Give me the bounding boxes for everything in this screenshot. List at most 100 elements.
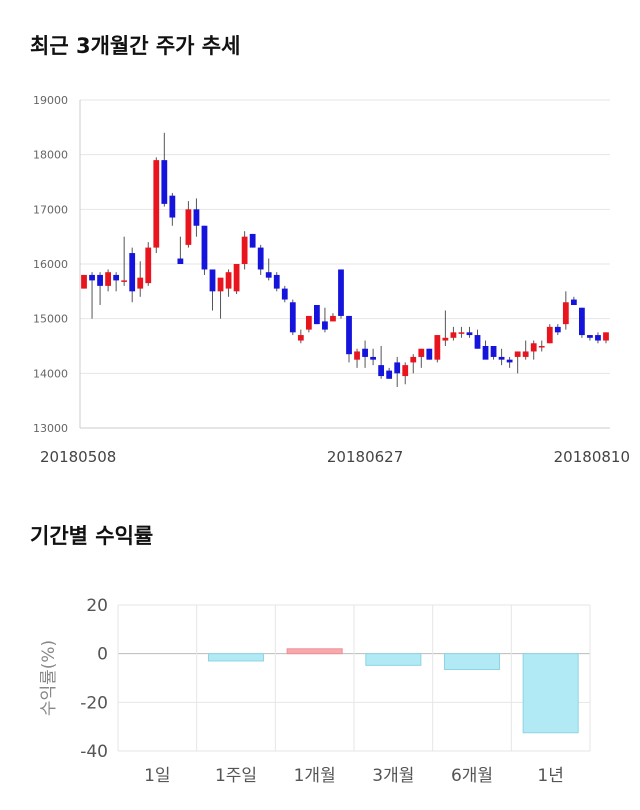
candle-body <box>450 332 457 338</box>
returns-labels: 20 0 -20 -40 1일 1주일 1개월 3개월 6개월 1년 수익률(%) <box>39 596 564 786</box>
price-tick-label: 13000 <box>33 422 68 435</box>
candle-body <box>386 370 393 379</box>
candle-body <box>169 195 176 218</box>
candle-body <box>434 335 441 360</box>
price-tick-label: 16000 <box>33 258 68 271</box>
candle-body <box>595 335 601 341</box>
candle-body <box>137 277 144 289</box>
returns-category-label: 1주일 <box>215 766 257 786</box>
candle-body <box>354 351 360 360</box>
candle-body <box>153 160 160 248</box>
candle-body <box>346 315 352 355</box>
candle-body <box>426 348 433 360</box>
returns-bar <box>522 653 579 734</box>
candle-body <box>546 326 553 344</box>
candle-body <box>490 346 497 357</box>
candle-body <box>89 274 95 281</box>
returns-category-label: 1년 <box>537 766 563 786</box>
returns-title: 기간별 수익률 <box>30 524 154 548</box>
returns-tick-label: -40 <box>80 742 108 762</box>
candle-body <box>506 359 513 363</box>
candle-body <box>498 356 505 360</box>
candlestick-chart: 13000 14000 15000 16000 17000 18000 19000 2018… <box>33 94 630 466</box>
price-candles <box>81 132 609 387</box>
candle-body <box>587 335 593 338</box>
candle-body <box>330 315 336 322</box>
price-tick-label: 19000 <box>33 94 68 107</box>
candle-body <box>257 247 264 270</box>
candle-body <box>233 264 240 292</box>
candle-body <box>322 321 328 330</box>
candle-body <box>121 280 128 282</box>
returns-category-label: 3개월 <box>372 766 414 786</box>
candle-body <box>129 253 136 292</box>
candle-body <box>402 365 409 377</box>
returns-y-axis-label: 수익률(%) <box>39 640 59 716</box>
candle-body <box>177 258 184 264</box>
candle-body <box>514 351 521 357</box>
candle-body <box>217 277 224 292</box>
candle-body <box>530 343 537 352</box>
candle-body <box>249 233 256 248</box>
candle-body <box>458 332 465 334</box>
candle-body <box>482 346 489 360</box>
returns-tick-label: 0 <box>97 645 108 665</box>
candle-body <box>314 305 320 325</box>
returns-bar <box>365 653 422 666</box>
candle-body <box>193 209 200 226</box>
price-trend-title: 최근 3개월간 주가 추세 <box>30 34 241 58</box>
candle-body <box>297 335 304 341</box>
candle-body <box>161 160 168 204</box>
candle-body <box>442 337 449 341</box>
candle-body <box>97 274 103 286</box>
candle-body <box>265 272 272 278</box>
candle-body <box>603 332 609 341</box>
candle-body <box>562 302 569 325</box>
date-axis: 20180508 20180627 20180810 <box>40 448 630 466</box>
price-tick-label: 14000 <box>33 367 68 380</box>
candle-body <box>113 274 120 281</box>
candle-body <box>209 269 216 292</box>
returns-category-label: 6개월 <box>451 766 493 786</box>
candle-body <box>241 236 248 264</box>
returns-bar <box>443 653 501 670</box>
candle-body <box>370 356 376 360</box>
candle-body <box>81 274 87 289</box>
candle-body <box>579 307 585 336</box>
candle-body <box>281 288 288 300</box>
candle-body <box>273 274 280 289</box>
candle-body <box>466 332 473 336</box>
candle-body <box>522 351 529 357</box>
candle-body <box>201 225 208 270</box>
date-tick-label: 20180810 <box>554 448 630 466</box>
returns-bar <box>207 653 265 662</box>
candle-body <box>570 299 577 305</box>
returns-tick-label: 20 <box>86 596 108 616</box>
returns-grid <box>117 604 591 752</box>
returns-category-label: 1개월 <box>294 766 336 786</box>
candle-body <box>418 348 425 357</box>
date-tick-label: 20180508 <box>40 448 116 466</box>
returns-bars <box>207 648 579 734</box>
candle-body <box>225 272 232 289</box>
price-tick-label: 18000 <box>33 149 68 162</box>
candle-body <box>338 269 344 316</box>
candle-body <box>289 302 296 333</box>
candle-body <box>145 247 152 284</box>
returns-category-label: 1일 <box>144 766 170 786</box>
price-tick-label: 17000 <box>33 203 68 216</box>
candle-body <box>105 272 111 286</box>
candle-body <box>185 209 192 245</box>
candle-body <box>362 348 368 357</box>
returns-bar <box>286 648 343 655</box>
candle-body <box>410 356 417 363</box>
date-tick-label: 20180627 <box>327 448 403 466</box>
price-axis: 13000 14000 15000 16000 17000 18000 19000 <box>33 94 610 435</box>
candle-body <box>538 346 545 348</box>
candle-body <box>305 315 312 330</box>
returns-tick-label: -20 <box>80 693 108 713</box>
candle-body <box>474 335 481 349</box>
candle-body <box>394 362 401 374</box>
candle-body <box>378 365 385 377</box>
